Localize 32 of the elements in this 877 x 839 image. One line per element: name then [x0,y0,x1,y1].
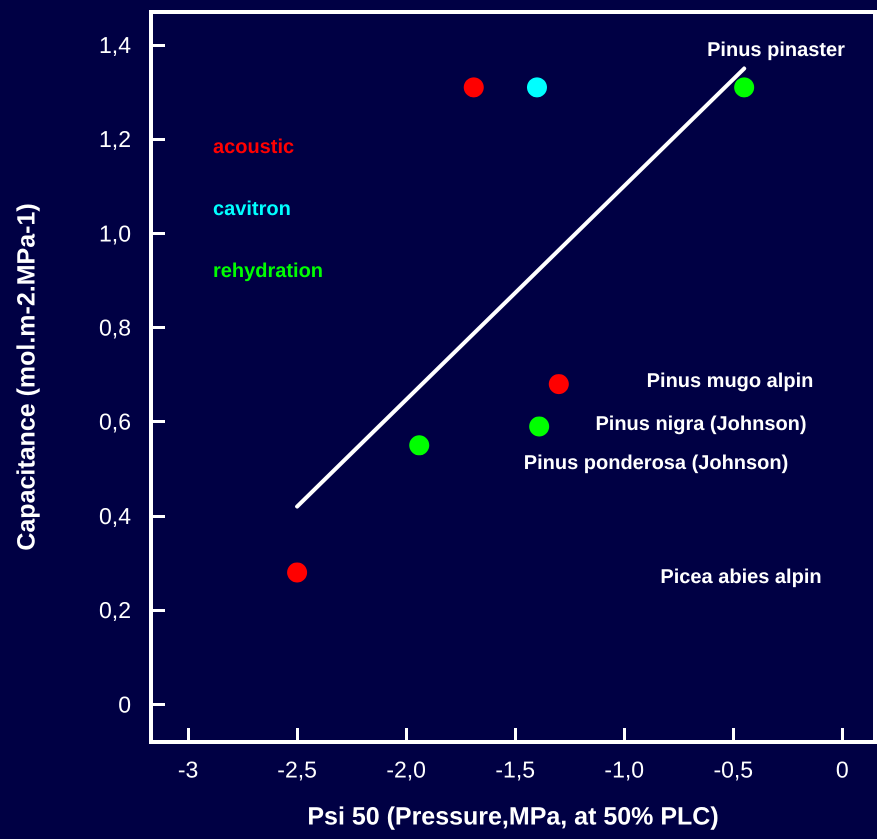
point [548,374,569,394]
annotation: Picea abies alpin [660,566,822,588]
y-tick-label: 0 [118,691,131,718]
annotation: Pinus nigra (Johnson) [595,413,807,435]
annotation: Pinus pinaster [707,39,846,61]
point [529,416,550,436]
y-tick-label: 0,4 [99,502,132,529]
y-tick-label: 1,4 [99,32,132,58]
x-tick-label: -2,5 [277,756,317,782]
x-tick-label: 0 [836,756,849,782]
x-tick-label: -1,0 [604,756,644,782]
annotation: Pinus ponderosa (Johnson) [524,452,788,474]
annotation: Pinus mugo alpin [646,370,814,392]
y-axis-title: Capacitance (mol.m-2.MPa-1) [12,203,40,551]
point [464,77,484,98]
point [287,562,308,582]
text: cavitron [213,198,291,220]
y-tick-label: 1,2 [99,126,131,152]
x-tick-label: -3 [178,756,198,782]
x-tick-label: -2,0 [386,756,426,782]
y-tick-label: 0,2 [99,597,131,624]
y-tick-label: 0,6 [99,408,131,435]
point [527,77,547,98]
text: rehydration [213,260,324,282]
x-axis-title: Psi 50 (Pressure,MPa, at 50% PLC) [307,802,719,830]
y-tick-label: 0,8 [99,314,131,341]
point [734,77,754,98]
point [409,435,430,456]
y-tick-label: 1,0 [99,220,131,246]
x-tick-label: -1,5 [495,756,535,782]
x-tick-label: -0,5 [713,756,754,782]
text: acoustic [213,136,294,158]
